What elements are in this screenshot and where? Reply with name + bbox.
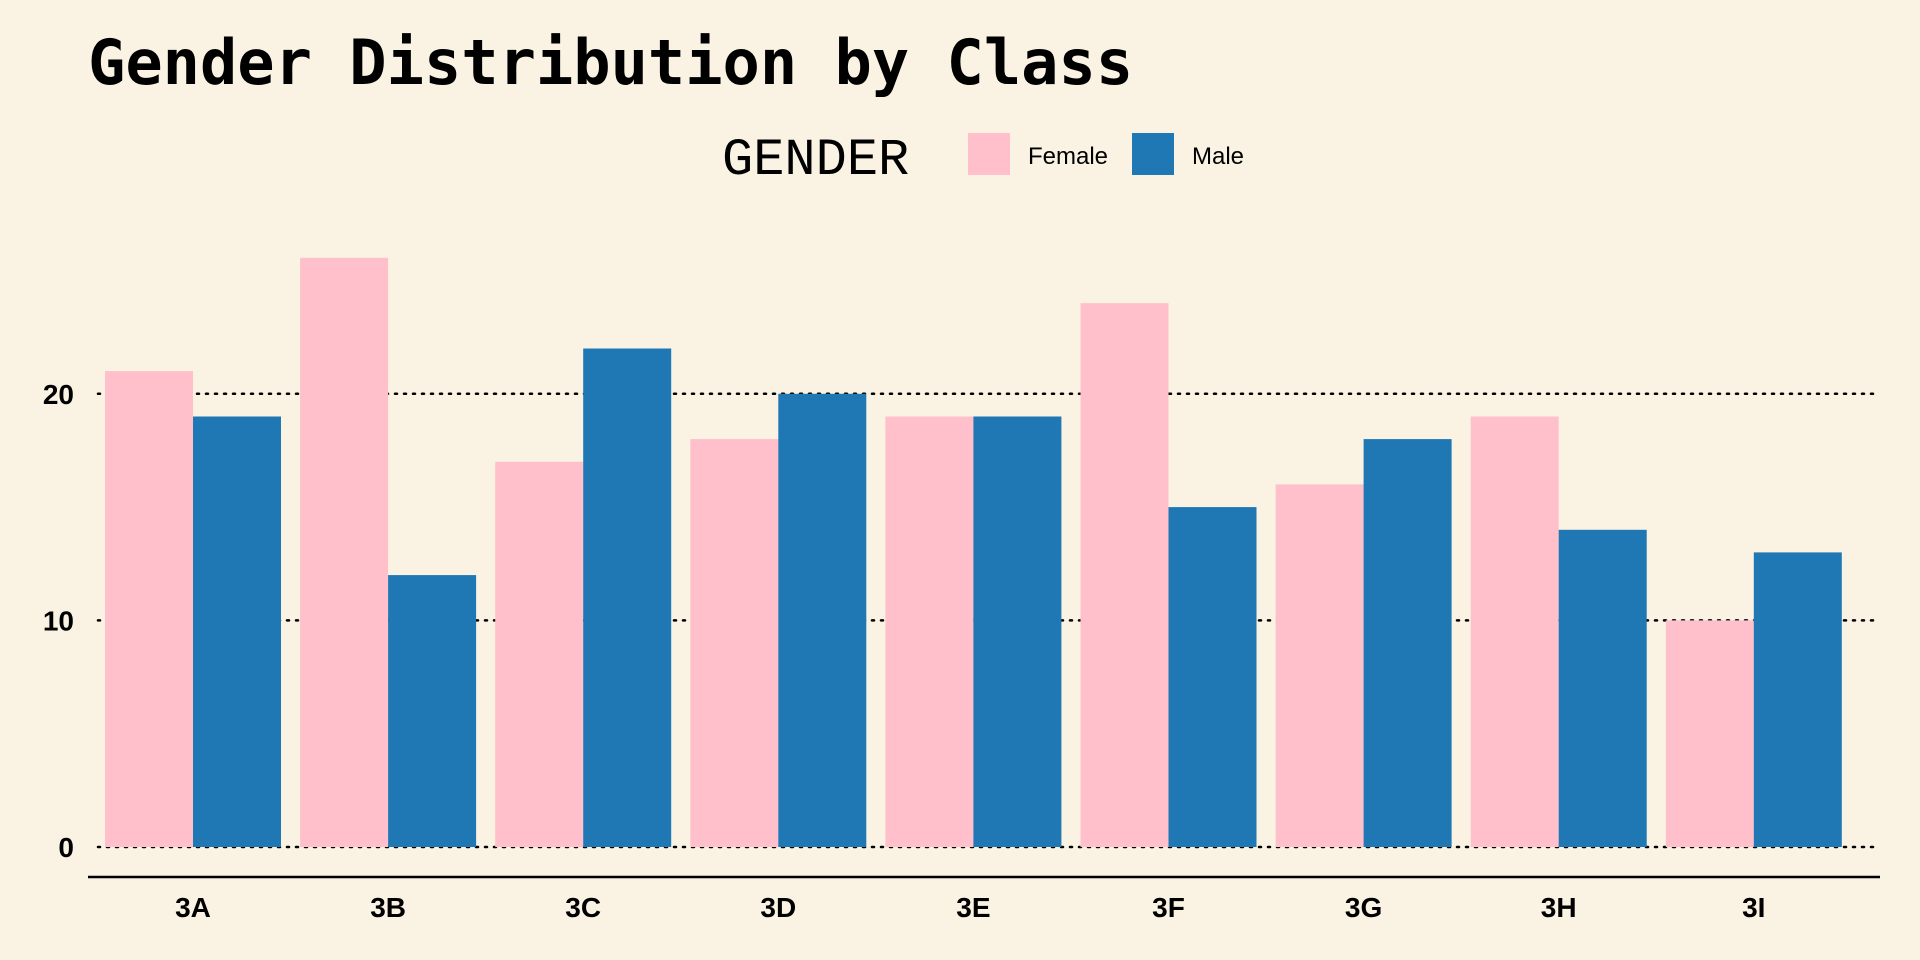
bar-3H-female — [1470, 416, 1559, 847]
y-tick-label: 20 — [43, 379, 74, 410]
bar-3H-male — [1558, 529, 1647, 847]
y-axis-ticks: 0 10 20 — [43, 379, 74, 863]
x-tick-label: 3C — [565, 892, 601, 923]
legend-label-male: Male — [1192, 143, 1244, 170]
bar-3B-female — [300, 257, 389, 847]
bar-3I-male — [1753, 552, 1842, 847]
x-tick-label: 3A — [175, 892, 211, 923]
bar-3F-male — [1168, 507, 1257, 847]
chart-title: Gender Distribution by Class — [88, 26, 1133, 99]
bar-3D-female — [690, 439, 779, 847]
x-tick-label: 3D — [760, 892, 796, 923]
x-tick-label: 3B — [370, 892, 406, 923]
bar-3E-male — [973, 416, 1062, 847]
x-tick-label: 3E — [956, 892, 990, 923]
bar-3E-female — [885, 416, 974, 847]
x-tick-label: 3H — [1541, 892, 1577, 923]
bar-3C-female — [495, 461, 584, 847]
legend-swatch-male — [1132, 133, 1174, 175]
bars — [105, 257, 1842, 847]
bar-3A-male — [193, 416, 281, 847]
bar-3B-male — [388, 575, 477, 847]
bar-3A-female — [105, 371, 193, 847]
x-axis-ticks: 3A 3B 3C 3D 3E 3F 3G 3H 3I — [175, 892, 1765, 923]
bar-3C-male — [583, 348, 672, 847]
bar-3D-male — [778, 393, 867, 847]
legend: GENDER Female Male — [722, 131, 1244, 190]
bar-3G-male — [1363, 439, 1452, 847]
bar-3F-female — [1080, 303, 1169, 847]
legend-title: GENDER — [722, 131, 909, 190]
legend-items: Female Male — [968, 133, 1244, 175]
x-tick-label: 3F — [1152, 892, 1185, 923]
legend-label-female: Female — [1028, 143, 1108, 170]
bar-3I-female — [1665, 620, 1754, 847]
bar-3G-female — [1275, 484, 1364, 847]
y-tick-label: 10 — [43, 605, 74, 636]
x-tick-label: 3I — [1742, 892, 1765, 923]
x-tick-label: 3G — [1345, 892, 1382, 923]
y-tick-label: 0 — [58, 832, 74, 863]
legend-swatch-female — [968, 133, 1010, 175]
